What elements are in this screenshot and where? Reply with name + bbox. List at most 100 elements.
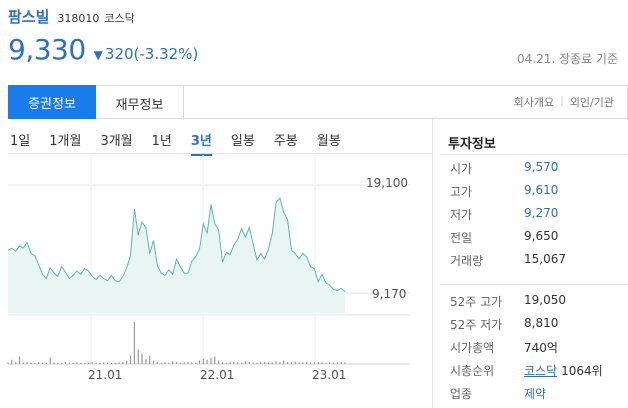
- volume-bar: [248, 361, 250, 364]
- volume-bar: [210, 357, 212, 364]
- down-triangle-icon: ▼: [93, 48, 103, 62]
- volume-bar: [329, 362, 331, 364]
- cap-rank-value: 1064위: [561, 364, 603, 378]
- high-value: 9,610: [524, 183, 559, 197]
- volume-bar: [183, 362, 185, 364]
- volume-bar: [64, 361, 66, 364]
- period-3m[interactable]: 3개월: [100, 134, 133, 149]
- company-overview-link[interactable]: 회사개요: [513, 96, 555, 109]
- volume-bar: [145, 359, 147, 364]
- sector-link[interactable]: 제약: [524, 387, 547, 401]
- period-daily-candle[interactable]: 일봉: [230, 134, 255, 149]
- y-axis-max-label: 19,100: [366, 176, 408, 190]
- volume-bar: [22, 362, 24, 364]
- volume-bar: [309, 362, 312, 364]
- stock-code: 318010: [57, 12, 100, 25]
- volume-bar: [99, 363, 101, 364]
- price-area: [8, 198, 345, 313]
- volume-bar: [18, 356, 21, 364]
- volume-bar: [340, 361, 342, 364]
- volume-bar: [107, 362, 109, 364]
- low-value: 9,270: [524, 206, 559, 220]
- volume-bar: [49, 357, 51, 364]
- volume-bar: [321, 362, 323, 364]
- volume-bar: [30, 362, 32, 364]
- volume-bar: [110, 363, 112, 364]
- panel-divider: [432, 119, 433, 408]
- 52w-high-label: 52주 고가: [450, 295, 503, 309]
- volume-bar: [191, 362, 193, 364]
- volume-bar: [133, 322, 135, 364]
- cap-rank-market-link[interactable]: 코스닥: [524, 364, 558, 378]
- volume-bar: [294, 361, 296, 364]
- volume-bar: [218, 360, 220, 364]
- volume-bar: [68, 362, 70, 364]
- period-1m[interactable]: 1개월: [49, 134, 82, 149]
- volume-bar: [95, 362, 97, 364]
- volume-bar: [175, 361, 178, 364]
- period-weekly-candle[interactable]: 주봉: [273, 134, 298, 149]
- tab-financial-info[interactable]: 재무정보: [96, 86, 184, 120]
- high-label: 고가: [450, 185, 473, 199]
- volume-bar: [126, 360, 128, 364]
- price-chart: [7, 155, 410, 365]
- volume-bar: [7, 362, 9, 364]
- volume-bar: [313, 362, 315, 364]
- volume-bar: [15, 361, 17, 364]
- prev-close-label: 전일: [450, 231, 473, 245]
- foreign-institution-link[interactable]: 외인/기관: [569, 96, 614, 109]
- volume-bar: [206, 359, 208, 364]
- volume-bar: [61, 363, 63, 364]
- volume-label: 거래량: [450, 254, 484, 268]
- volume-bar: [91, 361, 93, 364]
- info-row-market-cap: 시가총액 740억: [450, 339, 558, 356]
- volume-bar: [287, 361, 289, 364]
- y-axis-min-label: 9,170: [372, 287, 407, 301]
- tab-right-links: 회사개요 | 외인/기관: [514, 94, 614, 110]
- current-price: 9,330: [8, 33, 86, 66]
- tab-securities-info[interactable]: 증권정보: [8, 85, 96, 119]
- period-1y[interactable]: 1년: [151, 134, 172, 149]
- volume-bar: [267, 362, 269, 364]
- volume-bar: [129, 355, 132, 364]
- volume-bar: [306, 361, 308, 364]
- volume-bar: [45, 363, 47, 364]
- period-3y[interactable]: 3년: [190, 130, 212, 156]
- volume-bar: [80, 362, 82, 364]
- open-label: 시가: [450, 162, 473, 176]
- volume-bar: [152, 360, 155, 364]
- volume-bar: [325, 362, 327, 364]
- investment-info-title: 투자정보: [448, 137, 496, 152]
- volume-bar: [233, 361, 235, 364]
- volume-bar: [344, 362, 346, 364]
- volume-bar: [57, 362, 59, 364]
- volume-bar: [41, 362, 44, 364]
- volume-bar: [26, 361, 28, 364]
- market-cap-label: 시가총액: [450, 341, 495, 355]
- period-divider: [8, 153, 432, 154]
- period-1d[interactable]: 1일: [10, 134, 31, 149]
- info-row-volume: 거래량 15,067: [450, 252, 566, 269]
- volume-bar: [114, 362, 116, 364]
- period-monthly-candle[interactable]: 월봉: [316, 134, 341, 149]
- low-label: 저가: [450, 208, 473, 222]
- link-separator: |: [560, 94, 564, 107]
- volume-bar: [279, 361, 281, 364]
- info-row-prev-close: 전일 9,650: [450, 229, 558, 246]
- price-line: [7, 197, 346, 292]
- volume-bar: [271, 362, 273, 364]
- volume-bar: [137, 349, 139, 364]
- info-row-open: 시가 9,570: [450, 160, 558, 177]
- volume-bar: [244, 361, 246, 364]
- stock-name[interactable]: 팜스빌: [8, 8, 50, 26]
- volume-bar: [290, 362, 292, 364]
- market-close-date: 04.21. 장종료 기준: [517, 52, 618, 66]
- volume-bar: [84, 363, 86, 364]
- volume-bar: [202, 359, 204, 364]
- volume-bar: [225, 362, 227, 364]
- market-cap-value: 740억: [524, 341, 558, 355]
- volume-bar: [53, 362, 55, 364]
- volume-bar: [252, 362, 254, 364]
- price-row: 9,330 ▼ 320(-3.32%): [8, 33, 198, 66]
- volume-bar: [241, 362, 243, 364]
